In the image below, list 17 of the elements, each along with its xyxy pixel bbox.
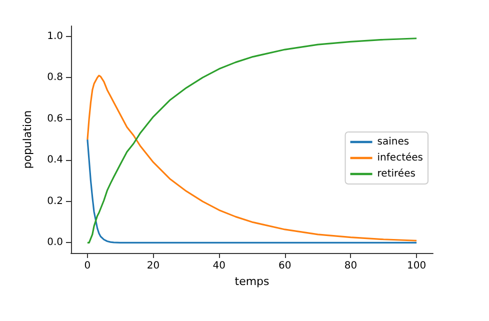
x-tick-label: 20: [146, 260, 160, 272]
x-axis-title: temps: [234, 274, 270, 288]
y-tick-label: 0.2: [47, 196, 63, 207]
x-tick-label: 40: [212, 260, 226, 272]
legend-label: saines: [377, 136, 410, 148]
legend-label: infectées: [377, 152, 424, 164]
y-tick-label: 0.0: [47, 237, 63, 248]
x-tick-label: 100: [407, 260, 426, 272]
x-tick-label: 0: [84, 260, 91, 272]
y-tick-label: 0.4: [47, 154, 63, 166]
y-tick-label: 0.6: [47, 113, 63, 124]
x-tick-label: 80: [344, 260, 358, 272]
legend-label: retirées: [377, 168, 416, 180]
y-tick-label: 0.8: [47, 72, 63, 84]
y-tick-label: 1.0: [47, 30, 63, 42]
y-axis-title: population: [21, 110, 34, 169]
x-tick-label: 60: [278, 260, 292, 272]
